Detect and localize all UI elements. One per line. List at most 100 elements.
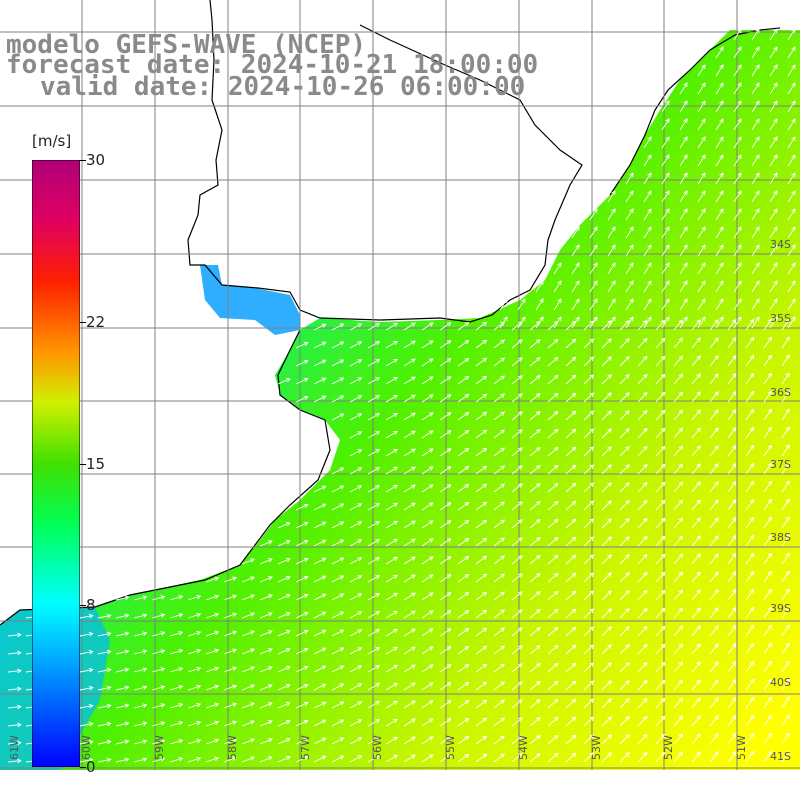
wind-arrow bbox=[769, 208, 778, 221]
colorbar-unit: [m/s] bbox=[32, 132, 72, 150]
wind-arrow bbox=[547, 338, 559, 349]
wind-arrow bbox=[511, 627, 523, 637]
wind-arrow bbox=[475, 393, 488, 403]
wind-arrow bbox=[529, 555, 541, 565]
wind-arrow bbox=[619, 320, 630, 331]
wind-arrow bbox=[421, 610, 434, 619]
wind-arrow bbox=[697, 262, 706, 275]
wind-arrow bbox=[661, 298, 670, 311]
wind-arrow bbox=[565, 410, 577, 421]
wind-arrow bbox=[349, 593, 363, 601]
wind-arrow bbox=[457, 573, 470, 583]
wind-arrow bbox=[529, 735, 541, 745]
wind-arrow bbox=[625, 244, 634, 257]
wind-arrow bbox=[589, 244, 598, 257]
wind-arrow bbox=[115, 703, 130, 709]
wind-arrow bbox=[709, 553, 719, 565]
wind-arrow bbox=[349, 683, 363, 691]
wind-arrow bbox=[277, 629, 291, 637]
wind-arrow bbox=[601, 698, 612, 709]
wind-arrow bbox=[259, 540, 273, 547]
lat-label: 35S bbox=[770, 312, 791, 325]
wind-arrow bbox=[97, 685, 112, 691]
wind-arrow bbox=[439, 574, 452, 583]
wind-arrow bbox=[733, 244, 742, 257]
wind-arrow bbox=[421, 682, 434, 691]
wind-arrow bbox=[565, 626, 577, 637]
wind-arrow bbox=[709, 679, 719, 691]
wind-arrow bbox=[97, 757, 112, 763]
wind-arrow bbox=[637, 571, 648, 583]
wind-arrow bbox=[715, 262, 724, 275]
wind-arrow bbox=[79, 739, 94, 745]
wind-arrow bbox=[439, 610, 452, 619]
wind-arrow bbox=[493, 429, 506, 439]
wind-arrow bbox=[679, 262, 688, 275]
wind-arrow bbox=[745, 732, 755, 745]
wind-arrow bbox=[565, 428, 577, 439]
wind-arrow bbox=[457, 555, 470, 565]
wind-arrow bbox=[679, 118, 688, 131]
wind-arrow bbox=[661, 316, 670, 329]
wind-arrow bbox=[511, 609, 523, 619]
wind-arrow bbox=[673, 373, 684, 385]
wind-arrow bbox=[493, 627, 506, 637]
wind-arrow bbox=[349, 755, 363, 763]
wind-arrow bbox=[367, 611, 381, 619]
wind-arrows bbox=[7, 28, 796, 764]
wind-arrow bbox=[367, 755, 381, 763]
wind-arrow bbox=[589, 226, 598, 239]
wind-arrow bbox=[733, 190, 742, 203]
wind-arrow bbox=[259, 720, 273, 727]
wind-arrow bbox=[709, 589, 719, 601]
wind-arrow bbox=[367, 395, 381, 403]
wind-arrow bbox=[691, 661, 701, 673]
wind-arrow bbox=[547, 428, 559, 439]
wind-arrow bbox=[619, 572, 630, 583]
wind-arrow bbox=[607, 316, 616, 329]
wind-arrow bbox=[589, 298, 598, 311]
wind-arrow bbox=[565, 500, 577, 511]
wind-arrow bbox=[673, 625, 684, 637]
wind-arrow bbox=[769, 298, 778, 311]
wind-arrow bbox=[565, 356, 577, 367]
wind-arrow bbox=[733, 154, 742, 167]
wind-arrow bbox=[133, 685, 148, 691]
wind-arrow bbox=[715, 100, 724, 113]
wind-arrow bbox=[367, 629, 381, 637]
wind-arrow bbox=[187, 702, 202, 709]
wind-arrow bbox=[547, 554, 559, 565]
wind-arrow bbox=[625, 226, 634, 239]
wind-arrow bbox=[403, 736, 416, 745]
wind-arrow bbox=[313, 647, 327, 655]
wind-arrow bbox=[619, 428, 630, 439]
wind-arrow bbox=[511, 663, 523, 673]
lon-label: 55W bbox=[444, 735, 457, 760]
wind-arrow bbox=[151, 667, 166, 673]
wind-arrow bbox=[115, 595, 130, 601]
wind-arrow bbox=[493, 375, 506, 385]
wind-arrow bbox=[763, 570, 772, 583]
wind-arrow bbox=[745, 462, 755, 475]
wind-arrow bbox=[769, 172, 778, 185]
wind-arrow bbox=[547, 518, 559, 529]
wind-arrow bbox=[7, 632, 22, 638]
wind-arrow bbox=[115, 649, 130, 655]
wind-arrow bbox=[733, 118, 742, 131]
wind-arrow bbox=[733, 172, 742, 185]
wind-arrow bbox=[691, 409, 701, 421]
wind-arrow bbox=[331, 719, 345, 727]
wind-arrow bbox=[781, 552, 790, 565]
wind-arrow bbox=[715, 136, 724, 149]
wind-arrow bbox=[313, 503, 327, 511]
wind-arrow bbox=[511, 573, 523, 583]
wind-arrow bbox=[733, 46, 742, 59]
wind-arrow bbox=[709, 661, 719, 673]
wind-arrow bbox=[151, 739, 166, 745]
wind-arrow bbox=[493, 357, 506, 367]
forecast-date: forecast date: 2024-10-21 18:00:00 bbox=[6, 50, 539, 80]
wind-arrow bbox=[637, 607, 648, 619]
wind-arrow bbox=[637, 751, 648, 763]
wind-arrow bbox=[565, 734, 577, 745]
wind-arrow bbox=[619, 644, 630, 655]
